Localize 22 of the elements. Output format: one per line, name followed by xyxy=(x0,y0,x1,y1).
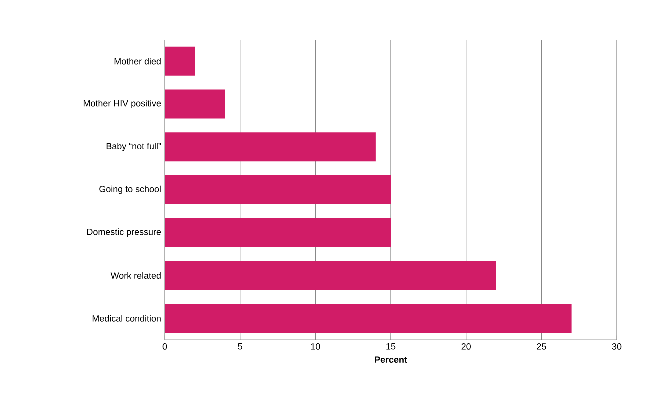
x-tick-label: 5 xyxy=(238,344,242,350)
y-tick-label: Going to school xyxy=(100,186,161,194)
bar xyxy=(165,218,392,248)
bar xyxy=(165,46,196,76)
y-tick-label: Domestic pressure xyxy=(87,228,162,238)
x-tick-label: 15 xyxy=(386,344,396,350)
y-tick-label: Mother died xyxy=(114,58,161,65)
y-tick-label: Work related xyxy=(110,272,161,280)
x-tick-label: 25 xyxy=(537,344,546,350)
y-tick-label: Baby “not full” xyxy=(106,142,162,152)
x-tick-label: 20 xyxy=(462,344,471,350)
y-tick-label: Medical condition xyxy=(92,315,161,322)
bar xyxy=(165,176,392,205)
x-axis-title: Percent xyxy=(375,356,408,363)
x-tick-label: 0 xyxy=(162,344,168,350)
bar xyxy=(165,304,572,334)
bar xyxy=(165,90,226,119)
y-tick-label: Mother HIV positive xyxy=(84,100,162,108)
x-tick-label: 10 xyxy=(311,344,320,350)
x-tick-label: 30 xyxy=(612,344,622,350)
bar xyxy=(165,261,496,290)
bar xyxy=(165,132,376,162)
